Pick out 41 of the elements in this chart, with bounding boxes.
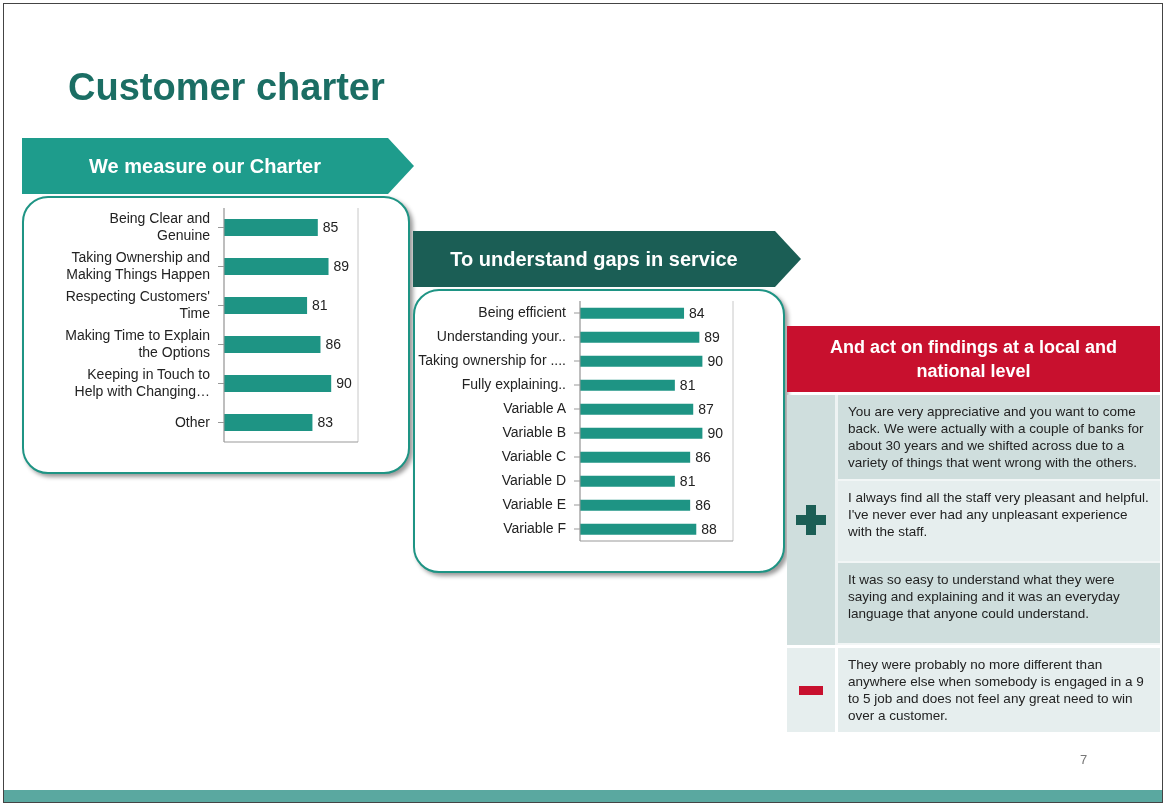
y-tick-label: Taking Ownership and Making Things Happen bbox=[66, 248, 210, 282]
chart-title: Customer charter bbox=[68, 66, 385, 109]
data-label: 81 bbox=[679, 377, 696, 394]
data-label: 81 bbox=[679, 473, 696, 490]
y-tick-label: Being Clear and Genuine bbox=[109, 209, 211, 243]
data-label: 90 bbox=[707, 425, 724, 442]
text: 7 bbox=[1080, 752, 1088, 767]
text: And act on findings at a local and national level bbox=[787, 326, 1160, 392]
y-tick-label: Being efficient bbox=[478, 303, 567, 320]
data-label: 85 bbox=[322, 219, 339, 236]
text: It was so easy to understand what they were saying and explaining and it was an everyday language that anyone could understand. bbox=[838, 563, 1160, 645]
y-tick-label: Respecting Customers' Time bbox=[65, 287, 211, 321]
data-label: 87 bbox=[698, 401, 715, 418]
data-label: 84 bbox=[689, 305, 705, 322]
data-label: 86 bbox=[325, 336, 342, 353]
y-tick-label: Variable F bbox=[503, 519, 566, 536]
data-label: 89 bbox=[704, 329, 721, 346]
text: They were probably no more different than anywhere else when somebody is engaged in a 9 to 5 job and does not feel any great need to win over a customer. bbox=[847, 656, 1145, 725]
y-tick-label: Fully explaining.. bbox=[461, 375, 566, 392]
data-label: 89 bbox=[333, 258, 350, 275]
chart-subtitle: We measure our Charter bbox=[22, 138, 414, 194]
data-label: 83 bbox=[317, 414, 334, 431]
text: You are very appreciative and you want to come back. We were actually with a couple of banks for about 30 years and we shifted across due to a variety of things that went wrong with the others. bbox=[838, 395, 1160, 481]
data-label: 88 bbox=[701, 521, 718, 538]
y-tick-label: Other bbox=[174, 413, 211, 430]
y-tick-label: Taking ownership for .... bbox=[418, 351, 566, 368]
y-tick-label: Variable A bbox=[503, 399, 567, 416]
y-tick-label: Variable C bbox=[501, 447, 566, 464]
data-label: 81 bbox=[312, 297, 328, 314]
y-tick-label: Variable B bbox=[502, 423, 566, 440]
y-tick-label: Variable D bbox=[501, 471, 566, 488]
chart-title: To understand gaps in service bbox=[413, 231, 801, 287]
y-tick-label: Making Time to Explain the Options bbox=[65, 326, 210, 360]
y-tick-label: Variable E bbox=[502, 495, 566, 512]
data-label: 86 bbox=[695, 497, 711, 514]
text: I always find all the staff very pleasant and helpful. I've never ever had any unpleasant experience with the staff. bbox=[838, 481, 1160, 563]
y-tick-label: Keeping in Touch to Help with Changing… bbox=[74, 365, 211, 399]
y-tick-label: Understanding your.. bbox=[436, 327, 566, 344]
data-label: 90 bbox=[707, 353, 724, 370]
data-label: 86 bbox=[695, 449, 711, 466]
data-label: 90 bbox=[336, 375, 352, 392]
